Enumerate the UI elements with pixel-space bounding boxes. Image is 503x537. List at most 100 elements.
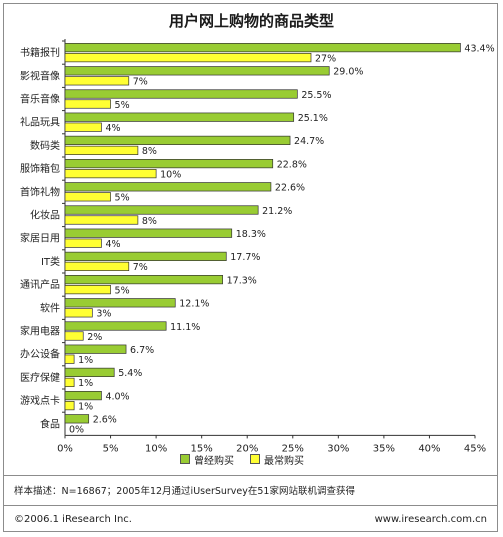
x-tick-label: 35%	[373, 443, 395, 454]
data-label: 6.7%	[130, 345, 154, 356]
data-label: 17.7%	[230, 252, 260, 263]
data-label: 7%	[133, 262, 148, 273]
data-label: 4%	[105, 239, 120, 250]
data-label: 1%	[78, 378, 93, 389]
data-label: 1%	[78, 355, 93, 366]
data-label: 7%	[133, 77, 148, 88]
data-label: 5.4%	[118, 368, 142, 379]
bar-most-bought	[64, 261, 130, 271]
bar-most-bought	[64, 308, 93, 318]
bar-most-bought	[64, 401, 75, 411]
bar-most-bought	[64, 285, 111, 295]
category-label: 礼品玩具	[20, 116, 60, 129]
category-label: 家用电器	[20, 325, 60, 338]
category-label: 书籍报刊	[20, 46, 60, 59]
bar-most-bought	[64, 52, 312, 63]
data-label: 5%	[115, 100, 130, 111]
data-label: 0%	[69, 425, 84, 436]
category-label: IT类	[41, 255, 60, 268]
data-label: 17.3%	[227, 275, 257, 286]
x-tick-label: 40%	[418, 443, 440, 454]
bar-ever-bought	[64, 321, 167, 331]
bar-ever-bought	[64, 135, 291, 145]
bar-ever-bought	[64, 42, 461, 53]
x-tick-label: 15%	[191, 443, 213, 454]
data-label: 10%	[160, 169, 181, 180]
bar-most-bought	[64, 331, 84, 341]
data-label: 4%	[105, 123, 120, 134]
data-label: 11.1%	[170, 322, 200, 333]
category-label: 食品	[40, 417, 60, 430]
data-label: 8%	[142, 216, 157, 227]
sample-note: 样本描述：N=16867；2005年12月通过iUserSurvey在51家网站…	[14, 486, 355, 497]
x-tick-label: 45%	[464, 443, 486, 454]
data-label: 25.5%	[301, 90, 331, 101]
data-label: 29.0%	[333, 67, 363, 78]
legend-label: 最常购买	[264, 455, 304, 467]
bar-most-bought	[64, 76, 130, 86]
category-label: 办公设备	[20, 348, 60, 361]
legend-swatch-yellow	[250, 454, 260, 464]
bar-most-bought	[64, 238, 102, 248]
x-tick-label: 5%	[103, 443, 119, 454]
data-label: 1%	[78, 401, 93, 412]
data-label: 21.2%	[262, 206, 292, 217]
data-label: 27%	[315, 53, 336, 64]
data-label: 25.1%	[298, 113, 328, 124]
data-label: 2.6%	[93, 415, 117, 426]
bar-most-bought	[64, 354, 75, 364]
bar-ever-bought	[64, 344, 127, 354]
bar-most-bought	[64, 377, 75, 387]
divider	[3, 505, 498, 506]
bar-ever-bought	[64, 66, 330, 76]
category-label: 游戏点卡	[20, 394, 60, 407]
divider	[3, 475, 498, 476]
data-label: 2%	[87, 332, 102, 343]
bar-most-bought	[64, 99, 111, 109]
category-label: 医疗保健	[20, 371, 60, 384]
category-label: 化妆品	[30, 209, 60, 222]
data-label: 24.7%	[294, 136, 324, 147]
category-label: 通讯产品	[20, 278, 60, 291]
category-label: 音乐音像	[20, 93, 60, 106]
data-label: 5%	[115, 285, 130, 296]
x-tick-label: 30%	[327, 443, 349, 454]
data-label: 18.3%	[236, 229, 266, 240]
website-link[interactable]: www.iresearch.com.cn	[374, 514, 487, 525]
bar-ever-bought	[64, 112, 295, 122]
copyright: ©2006.1 iResearch Inc.	[14, 514, 132, 525]
data-label: 4.0%	[105, 391, 129, 402]
legend-label: 曾经购买	[194, 455, 234, 467]
bar-ever-bought	[64, 298, 176, 308]
category-label: 家居日用	[20, 232, 60, 245]
bar-ever-bought	[64, 182, 272, 192]
x-tick-label: 20%	[236, 443, 258, 454]
bar-ever-bought	[64, 367, 115, 377]
category-label: 服饰箱包	[20, 162, 60, 175]
x-tick-label: 10%	[145, 443, 167, 454]
data-label: 8%	[142, 146, 157, 157]
category-label: 影视音像	[20, 69, 60, 82]
bar-ever-bought	[64, 159, 274, 169]
bar-ever-bought	[64, 251, 227, 261]
data-label: 43.4%	[464, 43, 494, 54]
bar-ever-bought	[64, 89, 298, 99]
data-label: 3%	[96, 309, 111, 320]
bar-ever-bought	[64, 391, 102, 401]
data-label: 22.8%	[277, 159, 307, 170]
chart-title: 用户网上购物的商品类型	[168, 12, 334, 30]
data-label: 5%	[115, 193, 130, 204]
bar-ever-bought	[64, 205, 259, 215]
legend: 曾经购买 最常购买	[180, 452, 304, 467]
category-label: 软件	[40, 301, 60, 314]
bar-most-bought	[64, 169, 157, 179]
category-label: 数码类	[30, 139, 60, 152]
legend-item-most-bought: 最常购买	[250, 452, 304, 467]
bar-ever-bought	[64, 275, 223, 285]
data-label: 22.6%	[275, 183, 305, 194]
bar-most-bought	[64, 192, 111, 202]
x-tick-label: 25%	[282, 443, 304, 454]
legend-swatch-green	[180, 454, 190, 464]
bar-most-bought	[64, 122, 102, 132]
